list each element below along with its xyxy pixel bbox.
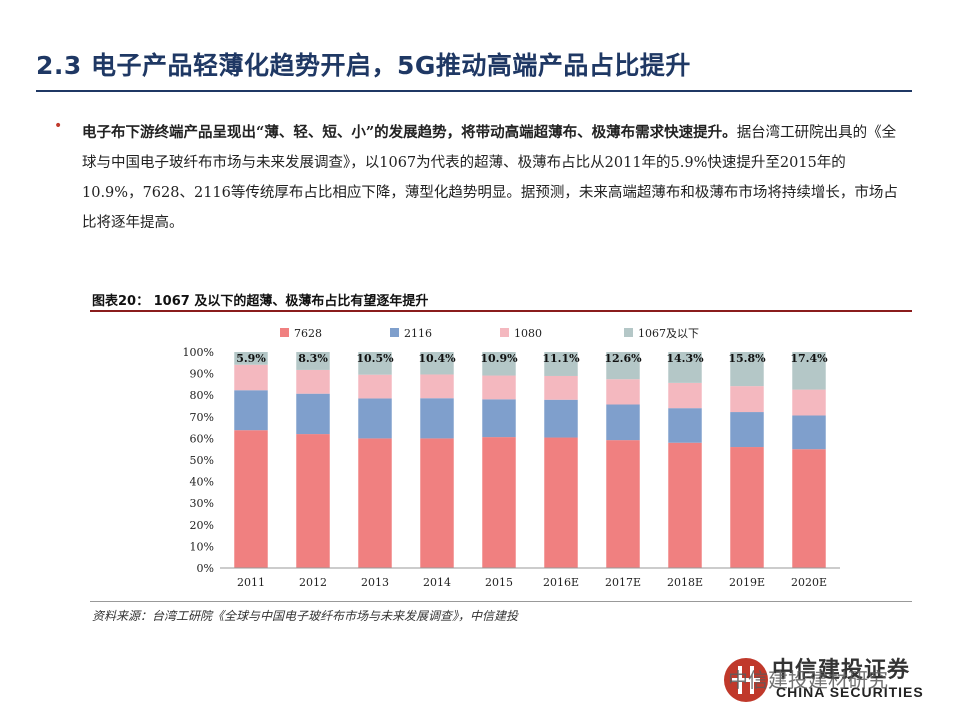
bar-7628-2016E (544, 437, 578, 568)
bar-1067及以下-2014 (420, 352, 454, 375)
y-tick-label: 10% (190, 540, 214, 553)
x-tick-label: 2013 (361, 576, 389, 589)
bar-7628-2011 (234, 430, 268, 568)
x-tick-label: 2012 (299, 576, 327, 589)
y-tick-label: 60% (190, 432, 214, 445)
legend-label: 2116 (404, 327, 432, 340)
y-tick-label: 20% (190, 519, 214, 532)
y-tick-label: 0% (197, 562, 214, 575)
body-normal-text: 据台湾工研院出具的《全球与中国电子玻纤布市场与未来发展调查》，以1067为代表的… (82, 125, 898, 231)
bar-2116-2013 (358, 398, 392, 439)
bar-1080-2013 (358, 374, 392, 399)
bar-1080-2011 (234, 364, 268, 391)
logo-subtext: CHINA SECURITIES (776, 684, 924, 700)
figure-top-rule (90, 310, 912, 312)
data-label: 15.8% (728, 352, 766, 365)
bar-1080-2015 (482, 375, 516, 400)
bullet-icon: • (54, 118, 63, 134)
legend-label: 1080 (514, 327, 542, 340)
wechat-watermark: 中信建投建材研究 (728, 668, 888, 692)
bar-1067及以下-2020E (792, 352, 826, 390)
x-tick-label: 2014 (423, 576, 451, 589)
body-bold-text: 电子布下游终端产品呈现出“薄、轻、短、小”的发展趋势，将带动高端超薄布、极薄布需… (82, 124, 737, 141)
bar-7628-2013 (358, 438, 392, 568)
bar-2116-2019E (730, 412, 764, 448)
bar-2116-2012 (296, 393, 330, 435)
data-label: 10.9% (480, 352, 518, 365)
bar-1067及以下-2015 (482, 352, 516, 376)
bar-1067及以下-2013 (358, 352, 392, 375)
x-tick-label: 2018E (667, 576, 703, 589)
y-tick-label: 50% (190, 454, 214, 467)
bar-2116-2014 (420, 398, 454, 439)
bar-1067及以下-2012 (296, 352, 330, 370)
x-tick-label: 2015 (485, 576, 513, 589)
bar-7628-2012 (296, 434, 330, 568)
x-tick-label: 2020E (791, 576, 827, 589)
stacked-bar-chart: 7628 2116 1080 1067及以下 0% 10% 20% 30% 40% 50% 60% 7… (183, 327, 840, 589)
bar-1080-2020E (792, 389, 826, 416)
data-label: 10.4% (418, 352, 456, 365)
legend-label: 7628 (294, 327, 322, 340)
bar-7628-2017E (606, 440, 640, 568)
bar-1067及以下-2018E (668, 352, 702, 383)
data-label: 14.3% (666, 352, 704, 365)
legend-swatch (500, 328, 509, 337)
bar-2116-2020E (792, 415, 826, 450)
y-tick-label: 80% (190, 389, 214, 402)
bar-1080-2018E (668, 382, 702, 409)
bar-1080-2014 (420, 374, 454, 399)
bar-7628-2014 (420, 438, 454, 568)
bar-1080-2016E (544, 375, 578, 400)
y-tick-label: 70% (190, 411, 214, 424)
china-securities-logo (724, 658, 768, 702)
x-tick-label: 2011 (237, 576, 265, 589)
bar-1067及以下-2016E (544, 352, 578, 376)
bar-7628-2018E (668, 442, 702, 568)
data-label: 10.5% (356, 352, 394, 365)
bar-7628-2015 (482, 437, 516, 568)
bar-1080-2012 (296, 369, 330, 394)
data-label: 12.6% (604, 352, 642, 365)
logo-text: 中信建投证券 (772, 657, 911, 683)
bar-1080-2019E (730, 386, 764, 413)
bar-1067及以下-2011 (234, 352, 268, 365)
legend-swatch (390, 328, 399, 337)
bar-7628-2019E (730, 447, 764, 568)
y-tick-label: 100% (183, 346, 214, 359)
legend-swatch (624, 328, 633, 337)
x-tick-label: 2016E (543, 576, 579, 589)
x-tick-label: 2017E (605, 576, 641, 589)
title-divider (36, 90, 912, 92)
data-label: 8.3% (298, 352, 328, 365)
data-label: 5.9% (236, 352, 266, 365)
figure-title: 图表20： 1067 及以下的超薄、极薄布占比有望逐年提升 (92, 294, 429, 309)
bar-1080-2017E (606, 379, 640, 405)
bar-2116-2017E (606, 404, 640, 441)
page-title: 2.3 电子产品轻薄化趋势开启，5G推动高端产品占比提升 (36, 51, 691, 80)
figure-source: 资料来源：台湾工研院《全球与中国电子玻纤布市场与未来发展调查》，中信建投 (92, 609, 519, 623)
y-tick-label: 40% (190, 476, 214, 489)
y-tick-label: 30% (190, 497, 214, 510)
bar-1067及以下-2019E (730, 352, 764, 387)
body-paragraph: 电子布下游终端产品呈现出“薄、轻、短、小”的发展趋势，将带动高端超薄布、极薄布需… (82, 118, 902, 238)
bar-7628-2020E (792, 449, 826, 568)
bar-2116-2018E (668, 408, 702, 443)
bar-2116-2016E (544, 399, 578, 438)
bar-1067及以下-2017E (606, 352, 640, 380)
x-tick-label: 2019E (729, 576, 765, 589)
data-label: 11.1% (542, 352, 580, 365)
legend-label: 1067及以下 (638, 327, 699, 340)
legend-swatch (280, 328, 289, 337)
bar-2116-2015 (482, 399, 516, 438)
figure-bottom-rule (90, 601, 912, 602)
bar-2116-2011 (234, 390, 268, 431)
data-label: 17.4% (790, 352, 828, 365)
y-tick-label: 90% (190, 368, 214, 381)
